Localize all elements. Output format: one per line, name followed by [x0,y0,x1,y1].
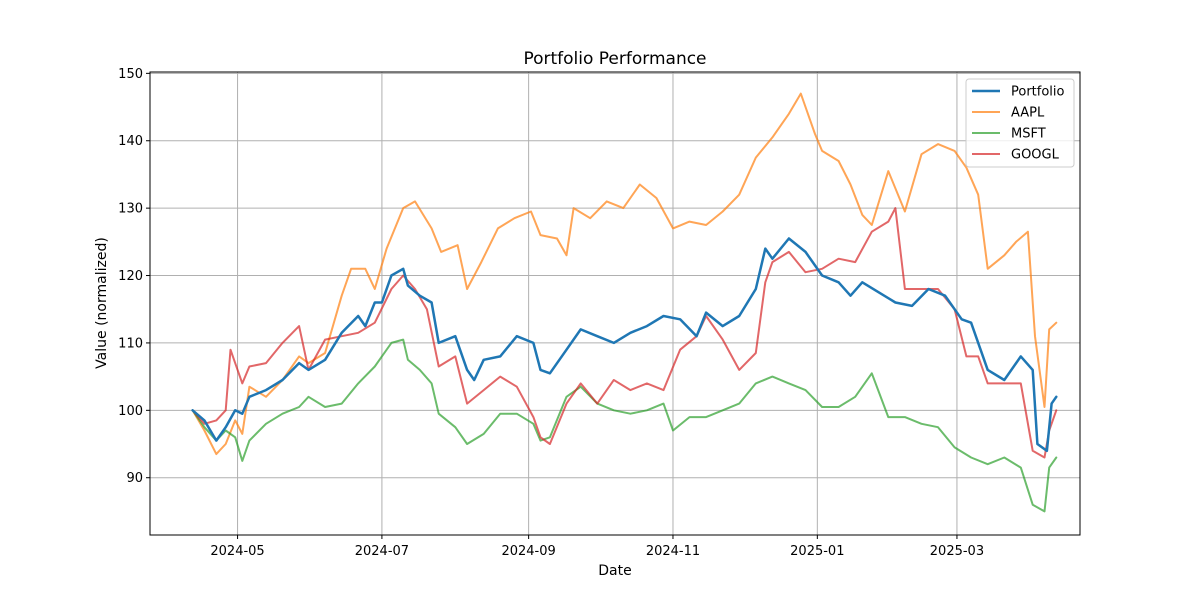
y-tick-label: 100 [118,404,143,419]
y-axis-label: Value (normalized) [94,237,110,369]
legend: Portfolio AAPL MSFT GOOGL [965,78,1075,168]
legend-label-msft: MSFT [1011,127,1046,142]
legend-box [965,78,1075,168]
y-tick-label: 140 [118,134,143,149]
grid [150,72,1080,535]
x-tick-label: 2024-07 [355,544,409,559]
plot-frame [149,71,1081,536]
x-tick-label: 2024-05 [210,544,264,559]
x-tick-label: 2025-01 [790,544,844,559]
series-line-msft [191,338,1058,513]
legend-label-portfolio: Portfolio [1011,85,1065,100]
y-tick-label: 110 [118,336,143,351]
x-tick-label: 2024-09 [501,544,555,559]
x-tick-label: 2024-11 [646,544,700,559]
legend-label-aapl: AAPL [1011,106,1045,121]
chart-title: Portfolio Performance [523,49,706,69]
y-tick-label: 150 [118,67,143,82]
series-lines [191,92,1058,513]
y-tick-label: 130 [118,202,143,217]
series-line-aapl [191,92,1058,456]
y-tick-label: 90 [126,471,143,486]
x-axis-label: Date [598,563,631,579]
y-tick-label: 120 [118,269,143,284]
x-tick-label: 2025-03 [930,544,984,559]
series-line-portfolio [191,237,1058,453]
legend-label-googl: GOOGL [1011,148,1060,163]
axis-ticks: 2024-05 2024-07 2024-09 2024-11 2025-01 2025-… [118,67,984,559]
